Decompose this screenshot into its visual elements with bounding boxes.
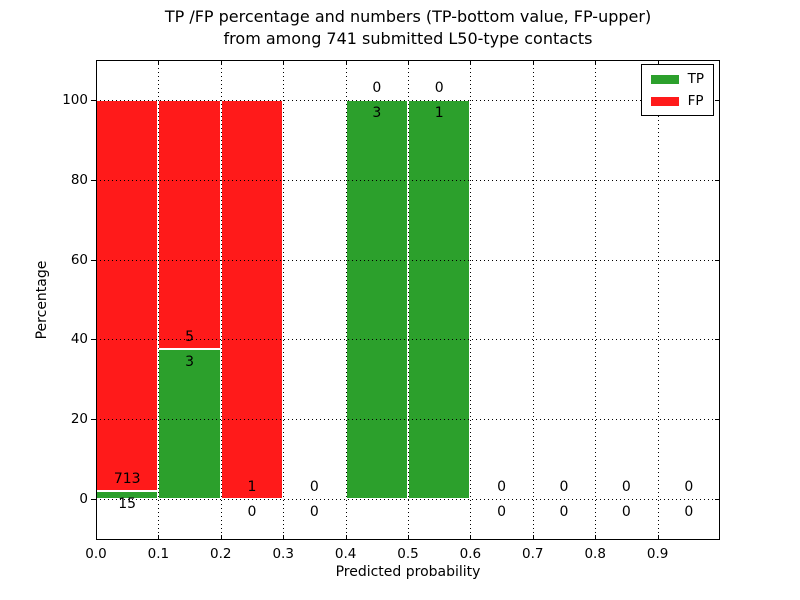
y-tick-left	[91, 419, 96, 421]
x-gridline	[657, 60, 659, 540]
x-tick-bottom	[470, 535, 472, 540]
x-gridline	[345, 60, 347, 540]
y-tick-left	[91, 498, 96, 500]
y-tick-label: 60	[70, 251, 88, 268]
plot-area: TP FP 713 15 5 3 1 0 0 0 0 3 0 1 0 0 0 0 0 0 0 0	[91, 60, 720, 540]
tp-count-label: 0	[309, 503, 319, 520]
y-tick-left	[91, 339, 96, 341]
x-tick-label: 0.7	[522, 546, 544, 562]
x-gridline	[595, 60, 597, 540]
fp-count-label: 0	[559, 478, 569, 495]
y-tick-label: 20	[70, 411, 88, 428]
y-tick-label: 80	[70, 171, 88, 188]
legend-swatch-tp-icon	[650, 74, 679, 84]
y-tick-label: 0	[79, 490, 88, 507]
tp-count-label: 0	[684, 503, 694, 520]
tp-count-label: 3	[372, 104, 382, 121]
x-gridline	[220, 60, 222, 540]
x-tick-label: 0.4	[334, 546, 357, 562]
x-tick-top	[532, 60, 534, 65]
y-tick-right	[715, 339, 720, 341]
x-tick-bottom	[345, 535, 347, 540]
legend-swatch-fp-icon	[650, 96, 679, 106]
legend-label-tp: TP	[687, 71, 704, 87]
bar-segment-fp	[96, 99, 159, 491]
x-tick-bottom	[96, 535, 97, 540]
legend: TP FP	[640, 64, 714, 116]
fp-count-label: 5	[185, 329, 195, 346]
y-tick-left	[91, 99, 96, 101]
x-tick-label: 0.0	[85, 546, 107, 562]
y-axis-label: Percentage	[34, 260, 50, 340]
x-tick-label: 0.6	[459, 546, 482, 562]
x-tick-top	[345, 60, 347, 65]
x-gridline	[532, 60, 534, 540]
chart-title: TP /FP percentage and numbers (TP-bottom…	[96, 6, 720, 50]
x-axis-label: Predicted probability	[335, 564, 481, 580]
tp-count-label: 15	[118, 495, 137, 512]
fp-count-label: 0	[434, 79, 444, 96]
x-tick-top	[595, 60, 597, 65]
x-tick-bottom	[595, 535, 597, 540]
chart-title-line1: TP /FP percentage and numbers (TP-bottom…	[164, 7, 652, 26]
y-tick-left	[91, 179, 96, 181]
y-tick-label: 40	[70, 331, 88, 348]
x-tick-top	[470, 60, 472, 65]
bar-segment-fp	[158, 99, 221, 350]
x-gridline	[408, 60, 409, 540]
fp-count-label: 713	[113, 470, 141, 487]
tp-count-label: 0	[247, 503, 257, 520]
fp-count-label: 1	[247, 478, 257, 495]
fp-count-label: 0	[372, 79, 382, 96]
chart-title-line2: from among 741 submitted L50-type contac…	[223, 29, 593, 48]
x-tick-label: 0.5	[397, 546, 419, 562]
bar-segment-tp	[345, 99, 408, 499]
legend-label-fp: FP	[687, 93, 704, 109]
x-tick-top	[96, 60, 97, 65]
x-tick-top	[220, 60, 222, 65]
y-tick-right	[715, 419, 720, 421]
tp-count-label: 0	[621, 503, 631, 520]
legend-item-tp: TP	[650, 71, 704, 87]
x-tick-top	[283, 60, 285, 65]
x-tick-bottom	[657, 535, 659, 540]
x-tick-bottom	[283, 535, 285, 540]
tp-count-label: 3	[185, 354, 195, 371]
axes-spines	[96, 60, 720, 540]
x-gridline	[158, 60, 160, 540]
x-tick-bottom	[408, 535, 409, 540]
x-tick-top	[408, 60, 409, 65]
fp-count-label: 0	[621, 478, 631, 495]
x-tick-label: 0.3	[272, 546, 294, 562]
x-tick-top	[657, 60, 659, 65]
x-tick-bottom	[532, 535, 534, 540]
x-gridline	[470, 60, 472, 540]
y-tick-right	[715, 498, 720, 500]
x-tick-bottom	[158, 535, 160, 540]
y-tick-right	[715, 99, 720, 101]
x-tick-bottom	[220, 535, 222, 540]
fp-count-label: 0	[684, 478, 694, 495]
x-tick-label: 0.1	[147, 546, 170, 562]
tp-count-label: 1	[434, 104, 444, 121]
tp-count-label: 0	[497, 503, 507, 520]
y-tick-right	[715, 179, 720, 181]
x-tick-label: 0.8	[584, 546, 606, 562]
y-tick-right	[715, 259, 720, 261]
legend-item-fp: FP	[650, 93, 704, 109]
x-tick-label: 0.2	[210, 546, 232, 562]
x-tick-top	[158, 60, 160, 65]
y-tick-label: 100	[62, 91, 88, 108]
x-gridline	[283, 60, 285, 540]
fp-count-label: 0	[497, 478, 507, 495]
x-tick-label: 0.9	[646, 546, 669, 562]
tp-count-label: 0	[559, 503, 569, 520]
fp-count-label: 0	[309, 478, 319, 495]
y-tick-left	[91, 259, 96, 261]
